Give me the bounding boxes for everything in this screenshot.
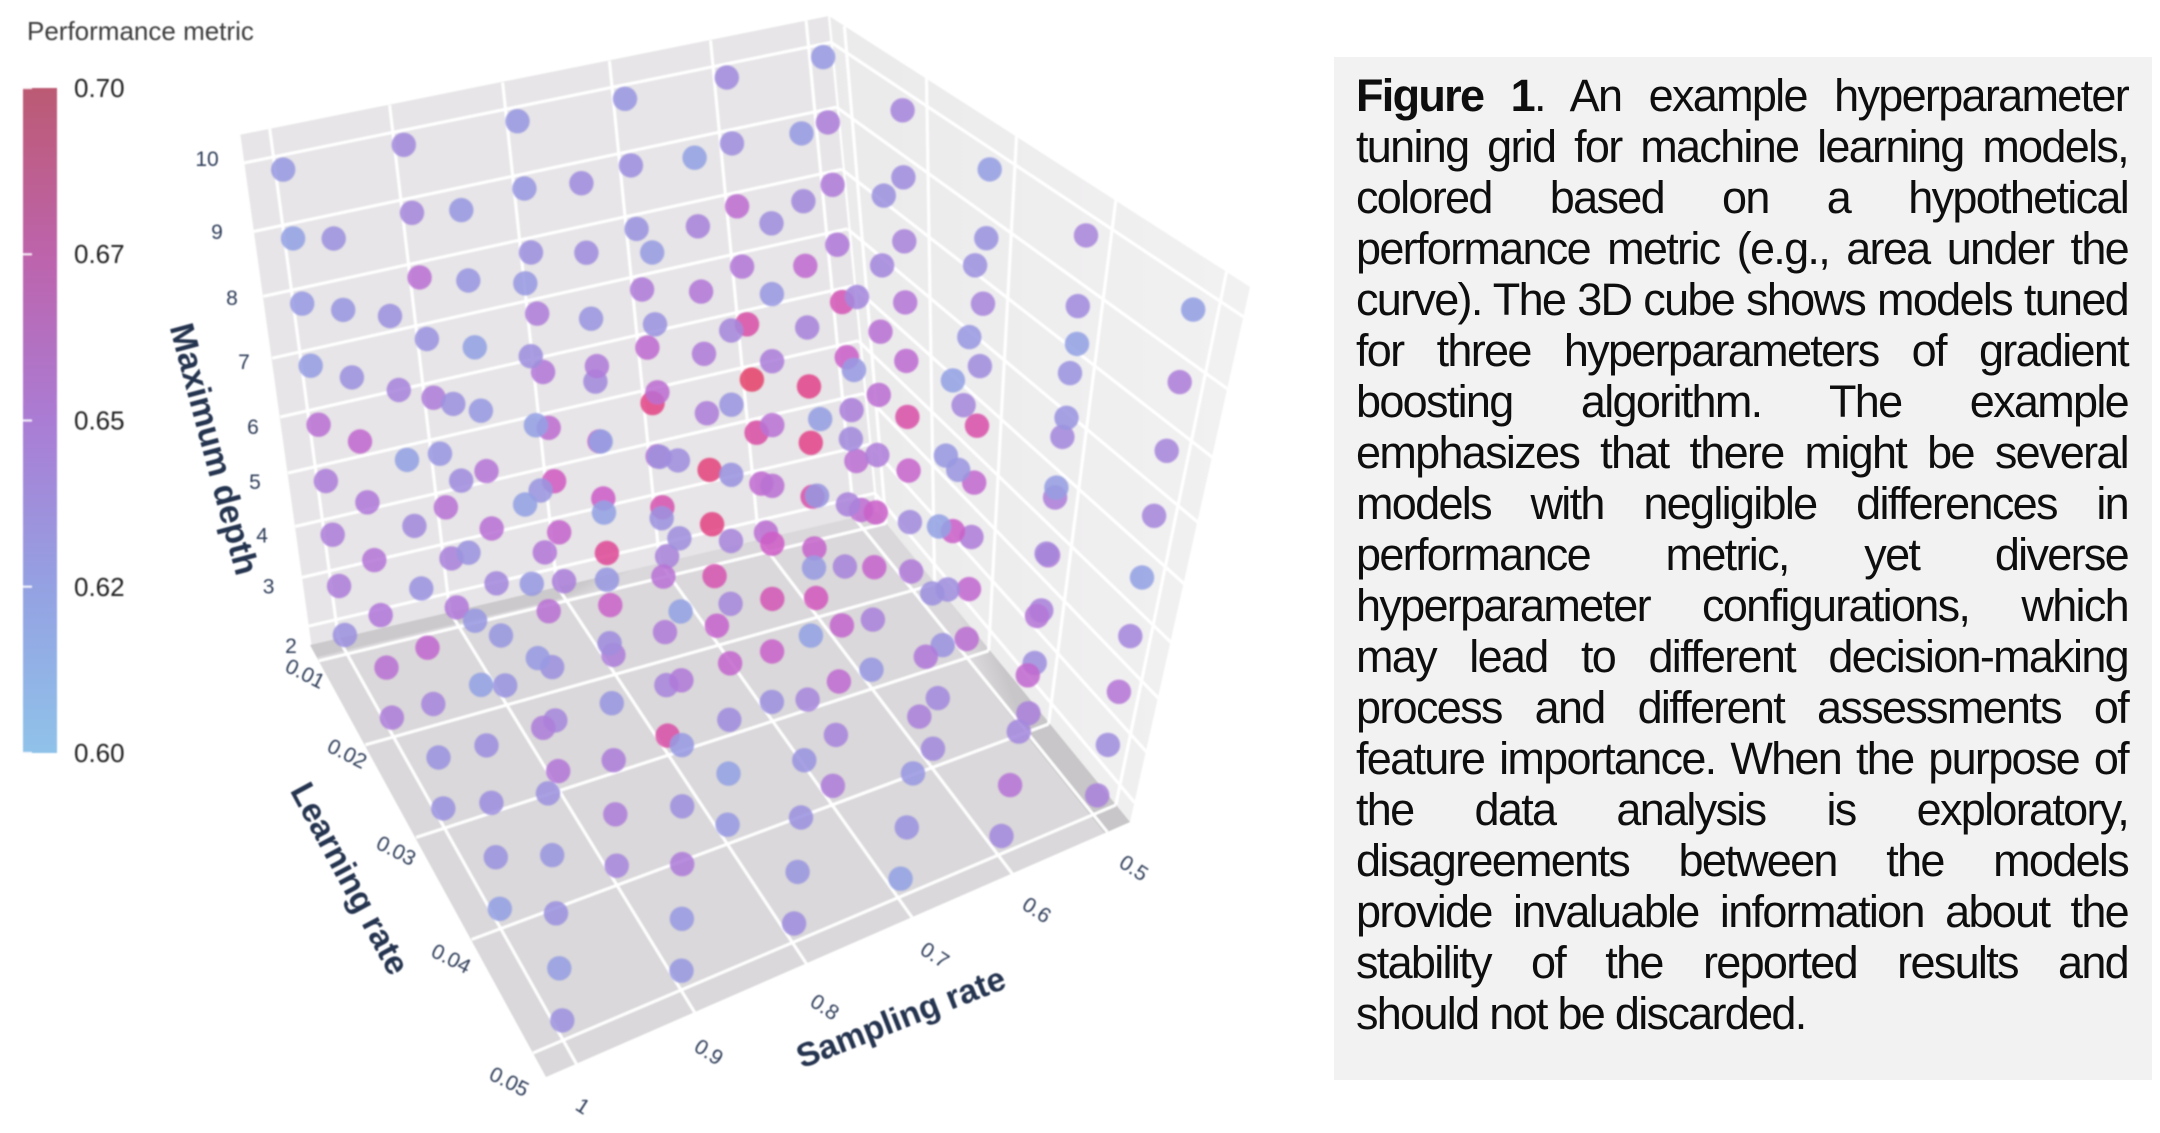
svg-text:0.7: 0.7 — [916, 938, 953, 973]
svg-text:0.62: 0.62 — [74, 572, 125, 602]
svg-text:0.60: 0.60 — [74, 738, 125, 768]
svg-text:Maximum depth: Maximum depth — [162, 319, 266, 579]
svg-text:Learning rate: Learning rate — [283, 777, 416, 981]
svg-text:0.8: 0.8 — [806, 990, 843, 1025]
svg-text:4: 4 — [256, 525, 268, 548]
svg-text:8: 8 — [226, 287, 238, 310]
svg-text:2: 2 — [285, 635, 297, 658]
svg-text:9: 9 — [211, 221, 223, 244]
svg-text:0.65: 0.65 — [74, 406, 125, 436]
svg-text:5: 5 — [249, 471, 261, 494]
svg-text:0.5: 0.5 — [1115, 851, 1152, 886]
svg-text:0.67: 0.67 — [74, 239, 125, 269]
svg-text:3: 3 — [263, 576, 275, 599]
svg-text:7: 7 — [238, 351, 250, 374]
svg-text:6: 6 — [247, 416, 259, 439]
svg-text:0.03: 0.03 — [373, 832, 420, 871]
svg-text:0.70: 0.70 — [74, 73, 125, 103]
svg-text:0.04: 0.04 — [428, 940, 475, 979]
svg-text:10: 10 — [195, 148, 218, 171]
svg-text:0.05: 0.05 — [486, 1063, 533, 1102]
svg-text:Performance metric: Performance metric — [27, 16, 254, 46]
svg-text:1: 1 — [571, 1094, 593, 1120]
svg-text:0.9: 0.9 — [690, 1035, 727, 1070]
svg-text:0.6: 0.6 — [1018, 893, 1055, 928]
